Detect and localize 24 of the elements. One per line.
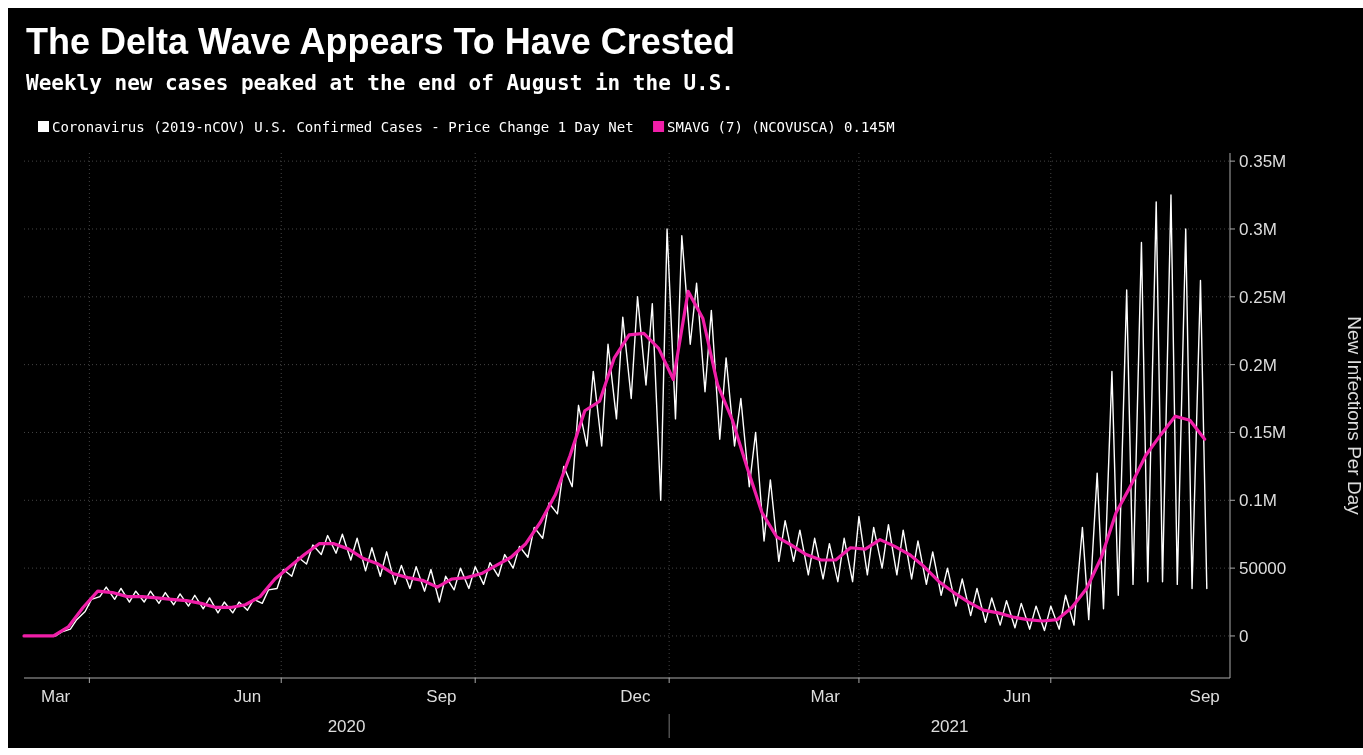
- y-axis-title: New Infections Per Day: [1344, 316, 1363, 516]
- x-tick-label: Jun: [233, 687, 262, 706]
- chart-title: The Delta Wave Appears To Have Crested: [26, 21, 735, 62]
- y-tick-label: 50000: [1239, 559, 1287, 579]
- y-tick-label: 0.15M: [1239, 423, 1287, 443]
- x-tick-label: Sep: [1189, 687, 1220, 706]
- x-tick-label: Jun: [1003, 687, 1031, 706]
- legend-label: SMAVG (7) (NCOVUSCA) 0.145M: [667, 118, 895, 135]
- x-tick-label: Mar: [810, 687, 841, 706]
- y-tick-label: 0: [1239, 626, 1249, 646]
- x-tick-label: Sep: [426, 687, 457, 706]
- legend-label: Coronavirus (2019-nCOV) U.S. Confirmed Cases - Price Change 1 Day Net: [52, 118, 634, 135]
- line-series: [54, 194, 1208, 637]
- y-tick-label: 0.35M: [1239, 152, 1287, 172]
- chart-subtitle: Weekly new cases peaked at the end of August in the U.S.: [26, 71, 735, 95]
- y-tick-label: 0.3M: [1239, 219, 1277, 239]
- x-tick-label: Mar: [40, 687, 71, 706]
- y-tick-label: 0.25M: [1239, 287, 1287, 307]
- text: 2020: [327, 717, 366, 736]
- y-tick-label: 0.1M: [1239, 491, 1277, 511]
- text: 2021: [930, 717, 969, 736]
- line-series: [22, 289, 1207, 638]
- y-tick-label: 0.2M: [1239, 355, 1277, 375]
- x-tick-label: Dec: [620, 687, 652, 706]
